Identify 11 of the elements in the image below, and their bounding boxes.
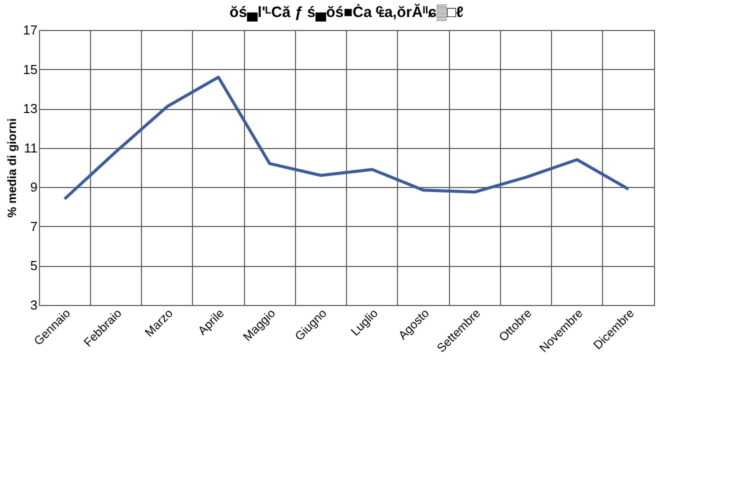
- y-tick-label: 13: [23, 101, 38, 116]
- y-tick-label: 7: [30, 218, 38, 234]
- line-series: [63, 76, 630, 200]
- chart-title: ŏś▄l'ᴸCă ƒ ś▄ŏś■Ċa ₠a,ŏrĂᴵᴵɕ▒□ℓ: [230, 3, 464, 22]
- y-tick-label: 11: [24, 140, 38, 156]
- y-tick-label: 5: [30, 258, 38, 274]
- y-tick-label: 3: [30, 298, 38, 312]
- y-axis-title: % media di giorni: [5, 118, 20, 218]
- y-tick-label: 15: [23, 62, 38, 77]
- y-tick-label: 17: [23, 22, 38, 38]
- y-tick-label: 9: [30, 180, 38, 195]
